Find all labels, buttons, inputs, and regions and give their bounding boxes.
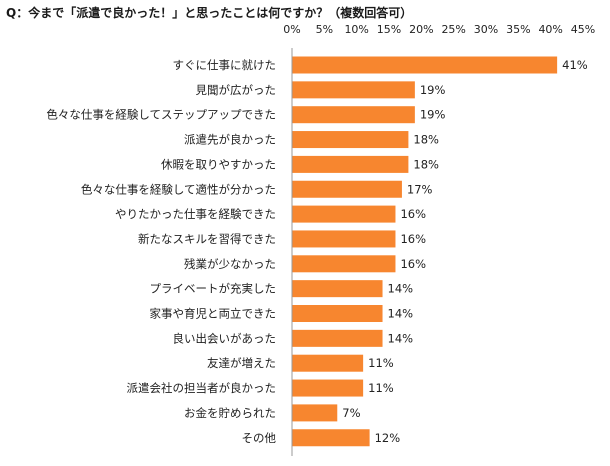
bar <box>292 404 337 421</box>
bar <box>292 181 402 198</box>
value-label: 7% <box>342 406 360 420</box>
value-label: 19% <box>420 83 446 97</box>
value-label: 12% <box>375 431 401 445</box>
x-tick-label: 20% <box>409 23 433 36</box>
bar <box>292 255 395 272</box>
x-tick-label: 40% <box>538 23 562 36</box>
bar <box>292 106 415 123</box>
value-label: 16% <box>400 257 426 271</box>
x-tick-label: 0% <box>283 23 300 36</box>
value-label: 17% <box>407 182 433 196</box>
value-label: 18% <box>413 157 439 171</box>
x-tick-label: 5% <box>316 23 333 36</box>
x-tick-label: 10% <box>344 23 368 36</box>
value-label: 14% <box>388 307 414 321</box>
category-label: 新たなスキルを習得できた <box>138 232 276 246</box>
category-label: 派遣先が良かった <box>184 133 276 147</box>
x-tick-label: 25% <box>441 23 465 36</box>
category-label: 家事や育児と両立できた <box>150 307 277 321</box>
category-label: 休暇を取りやすかった <box>161 157 276 171</box>
value-label: 16% <box>400 232 426 246</box>
category-label: 良い出会いがあった <box>173 331 277 345</box>
category-label: 色々な仕事を経験してステップアップできた <box>46 108 276 122</box>
x-tick-label: 30% <box>474 23 498 36</box>
bar <box>292 230 395 247</box>
category-label: 色々な仕事を経験して適性が分かった <box>81 182 276 196</box>
category-label: お金を貯められた <box>184 406 276 420</box>
value-label: 14% <box>388 282 414 296</box>
category-label: 見聞が広がった <box>196 83 277 97</box>
bar <box>292 156 408 173</box>
category-label: 残業が少なかった <box>184 257 276 271</box>
bar <box>292 57 557 74</box>
bar <box>292 81 415 98</box>
bar <box>292 330 383 347</box>
category-label: 友達が増えた <box>207 356 276 370</box>
value-label: 41% <box>562 58 588 72</box>
bar <box>292 280 383 297</box>
bar <box>292 355 363 372</box>
value-label: 11% <box>368 381 394 395</box>
value-label: 14% <box>388 331 414 345</box>
value-label: 19% <box>420 108 446 122</box>
value-label: 11% <box>368 356 394 370</box>
x-tick-label: 15% <box>377 23 401 36</box>
bar <box>292 380 363 397</box>
x-tick-label: 35% <box>506 23 530 36</box>
x-tick-label: 45% <box>571 23 595 36</box>
category-label: すぐに仕事に就けた <box>173 58 277 72</box>
value-label: 18% <box>413 133 439 147</box>
category-label: 派遣会社の担当者が良かった <box>127 381 277 395</box>
bar <box>292 305 383 322</box>
value-label: 16% <box>400 207 426 221</box>
bar <box>292 429 370 446</box>
category-label: プライベートが充実した <box>150 282 277 296</box>
bar <box>292 206 395 223</box>
category-label: やりたかった仕事を経験できた <box>115 207 276 221</box>
category-label: その他 <box>242 431 277 445</box>
bar <box>292 131 408 148</box>
